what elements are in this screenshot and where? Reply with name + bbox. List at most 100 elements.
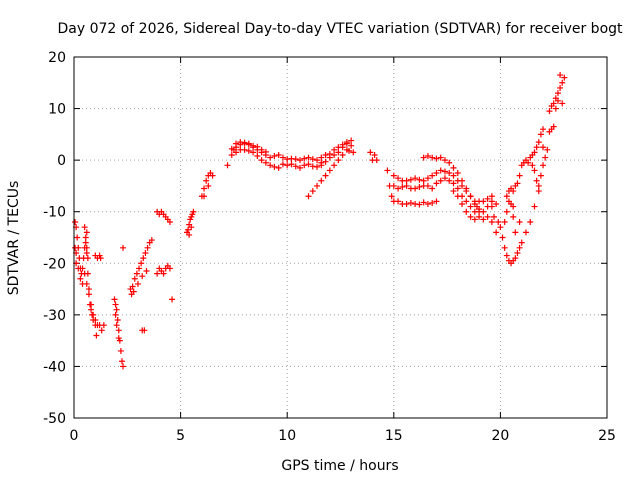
data-point <box>407 199 414 206</box>
data-point <box>92 317 99 324</box>
data-point <box>120 244 127 251</box>
data-point <box>275 151 282 158</box>
y-tick-label: 10 <box>48 102 66 118</box>
data-point <box>437 167 444 174</box>
data-point <box>292 156 299 163</box>
data-point <box>537 131 544 138</box>
data-point <box>516 172 523 179</box>
data-point <box>518 239 525 246</box>
data-points <box>72 72 568 370</box>
y-tick-label: 20 <box>48 50 66 66</box>
data-point <box>429 185 436 192</box>
y-axis-label: SDTVAR / TECUs <box>6 181 22 296</box>
data-point <box>533 177 540 184</box>
data-point <box>250 149 257 156</box>
data-point <box>142 249 149 256</box>
data-point <box>138 260 145 267</box>
y-tick-label: -20 <box>43 256 66 272</box>
data-point <box>559 100 566 107</box>
data-point <box>166 219 173 226</box>
data-point <box>454 193 461 200</box>
data-point <box>488 193 495 200</box>
data-point <box>516 244 523 251</box>
data-point <box>501 244 508 251</box>
data-point <box>373 157 380 164</box>
data-point <box>525 159 532 166</box>
data-point <box>424 200 431 207</box>
data-point <box>388 193 395 200</box>
data-point <box>535 139 542 146</box>
data-point <box>467 213 474 220</box>
data-point <box>463 185 470 192</box>
data-point <box>241 146 248 153</box>
data-point <box>301 162 308 169</box>
data-point <box>136 265 143 272</box>
data-point <box>561 74 568 81</box>
y-tick-label: -10 <box>43 205 66 221</box>
data-point <box>275 164 282 171</box>
data-point <box>407 176 414 183</box>
data-point <box>296 164 303 171</box>
data-point <box>473 203 480 210</box>
data-point <box>550 100 557 107</box>
data-point <box>85 291 92 298</box>
data-point <box>433 170 440 177</box>
data-point <box>459 182 466 189</box>
data-point <box>114 317 121 324</box>
data-point <box>542 154 549 161</box>
data-point <box>271 153 278 160</box>
data-point <box>318 154 325 161</box>
data-point <box>446 170 453 177</box>
data-point <box>209 172 216 179</box>
data-point <box>72 219 79 226</box>
data-point <box>348 142 355 149</box>
data-point <box>441 168 448 175</box>
data-point <box>499 234 506 241</box>
y-tick-label: -40 <box>43 359 66 375</box>
data-point <box>133 270 140 277</box>
data-point <box>493 229 500 236</box>
data-point <box>531 149 538 156</box>
data-point <box>331 162 338 169</box>
data-point <box>386 182 393 189</box>
data-point <box>548 126 555 133</box>
data-point <box>134 280 141 287</box>
data-point <box>531 203 538 210</box>
data-point <box>497 224 504 231</box>
x-tick-labels: 0 5 10 15 20 25 <box>70 428 616 444</box>
data-point <box>346 147 353 154</box>
data-point <box>429 154 436 161</box>
data-point <box>529 162 536 169</box>
data-point <box>112 311 119 318</box>
data-point <box>335 149 342 156</box>
data-point <box>441 157 448 164</box>
data-point <box>81 224 88 231</box>
data-point <box>305 193 312 200</box>
data-point <box>412 175 419 182</box>
data-point <box>350 149 357 156</box>
data-point <box>84 255 91 262</box>
data-point <box>113 322 120 329</box>
data-point <box>559 79 566 86</box>
data-point <box>75 265 82 272</box>
data-point <box>117 347 124 354</box>
data-point <box>395 185 402 192</box>
data-point <box>403 182 410 189</box>
data-point <box>540 126 547 133</box>
data-point <box>491 213 498 220</box>
data-point <box>279 161 286 168</box>
data-point <box>424 175 431 182</box>
data-point <box>245 140 252 147</box>
data-point <box>343 140 350 147</box>
data-point <box>516 219 523 226</box>
y-tick-label: 0 <box>57 153 66 169</box>
data-point <box>120 363 127 370</box>
data-point <box>267 162 274 169</box>
data-point <box>416 176 423 183</box>
data-point <box>118 358 125 365</box>
data-point <box>86 301 93 308</box>
data-point <box>262 159 269 166</box>
data-point <box>510 188 517 195</box>
